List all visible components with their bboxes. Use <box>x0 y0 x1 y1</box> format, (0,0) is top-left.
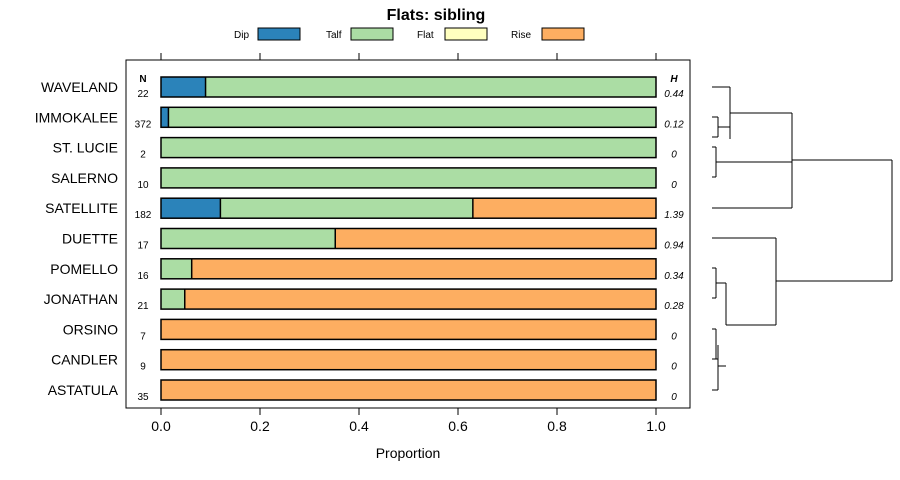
category-label: ORSINO <box>63 321 118 337</box>
category-label: SALERNO <box>51 170 118 186</box>
n-header: N <box>139 74 146 85</box>
category-label: DUETTE <box>62 231 118 247</box>
bar-segment <box>220 198 473 219</box>
bar-outline <box>160 167 657 189</box>
h-label: 0.28 <box>664 301 684 312</box>
h-label: 0.34 <box>664 271 684 282</box>
n-label: 2 <box>140 150 146 161</box>
n-label: 17 <box>137 241 149 252</box>
bar-outline <box>160 318 657 341</box>
h-label: 0.94 <box>664 241 684 252</box>
x-tick-label: 0.8 <box>547 418 567 434</box>
bar-outline <box>160 197 657 219</box>
n-label: 9 <box>140 362 146 373</box>
legend-swatch <box>444 27 488 41</box>
bar-segment <box>161 228 336 249</box>
bar-outline <box>160 379 657 401</box>
bar-outline <box>160 288 657 310</box>
bar-segment <box>205 77 657 97</box>
n-label: 35 <box>137 392 149 403</box>
bar-outline <box>160 136 657 159</box>
category-label: ST. LUCIE <box>53 140 118 156</box>
legend-label: Rise <box>511 30 531 41</box>
legend-swatch <box>541 27 585 41</box>
x-tick-label: 1.0 <box>646 418 666 434</box>
category-label: CANDLER <box>51 352 118 368</box>
legend-label: Flat <box>417 30 434 41</box>
h-label: 0 <box>671 392 677 403</box>
h-label: 0.44 <box>664 89 684 100</box>
row-labels: N H WAVELAND 22 0.44 IMMOKALEE 372 0.12 ST. LUCI… <box>35 74 684 403</box>
bar-segment <box>161 349 656 370</box>
x-tick-label: 0.6 <box>448 418 468 434</box>
bar-segment <box>168 107 657 128</box>
chart-title: Flats: sibling <box>387 7 486 24</box>
bar-segment <box>472 198 656 219</box>
legend-swatch <box>257 27 301 41</box>
h-label: 0 <box>671 362 677 373</box>
legend-label: Dip <box>234 30 249 41</box>
category-label: POMELLO <box>50 261 118 277</box>
x-tick-label: 0.4 <box>349 418 369 434</box>
n-label: 372 <box>135 119 152 130</box>
x-axis-label: Proportion <box>376 445 441 461</box>
x-tick-label: 0.0 <box>151 418 171 434</box>
bar-segment <box>161 380 656 400</box>
bar-segment <box>161 258 192 279</box>
bar-segment <box>335 228 656 249</box>
category-label: JONATHAN <box>44 291 118 307</box>
bar-segment <box>161 77 206 97</box>
bar-outline <box>160 258 657 280</box>
h-label: 0 <box>671 180 677 191</box>
bar-segment <box>161 107 169 128</box>
bar-outline <box>160 348 657 371</box>
n-label: 16 <box>137 271 149 282</box>
bar-segment <box>161 167 656 188</box>
category-label: ASTATULA <box>48 382 119 398</box>
dendrogram <box>712 86 893 391</box>
bar-segment <box>161 289 185 310</box>
legend: Dip Talf Flat Rise <box>234 27 585 41</box>
h-label: 0 <box>671 150 677 161</box>
n-label: 10 <box>137 180 149 191</box>
category-label: IMMOKALEE <box>35 109 118 125</box>
n-label: 21 <box>137 301 149 312</box>
legend-label: Talf <box>326 30 342 41</box>
x-axis: 0.0 0.2 0.4 0.6 0.8 1.0 <box>151 53 666 434</box>
n-label: 7 <box>140 331 146 342</box>
bar-segment <box>161 319 656 340</box>
h-label: 0.12 <box>664 119 684 130</box>
legend-swatch <box>350 27 394 41</box>
bar-outline <box>160 106 657 129</box>
n-label: 22 <box>137 89 149 100</box>
bar-segment <box>184 289 656 310</box>
bar-segment <box>161 198 221 219</box>
h-header: H <box>670 74 678 85</box>
category-label: WAVELAND <box>41 79 118 95</box>
bar-outline <box>160 76 657 98</box>
bar-segment <box>191 258 656 279</box>
x-tick-label: 0.2 <box>250 418 270 434</box>
category-label: SATELLITE <box>45 200 118 216</box>
h-label: 0 <box>671 331 677 342</box>
bar-group <box>160 76 657 401</box>
bar-outline <box>160 227 657 250</box>
bar-segment <box>161 137 656 158</box>
h-label: 1.39 <box>664 210 684 221</box>
plot-panel <box>125 59 691 409</box>
n-label: 182 <box>135 210 152 221</box>
